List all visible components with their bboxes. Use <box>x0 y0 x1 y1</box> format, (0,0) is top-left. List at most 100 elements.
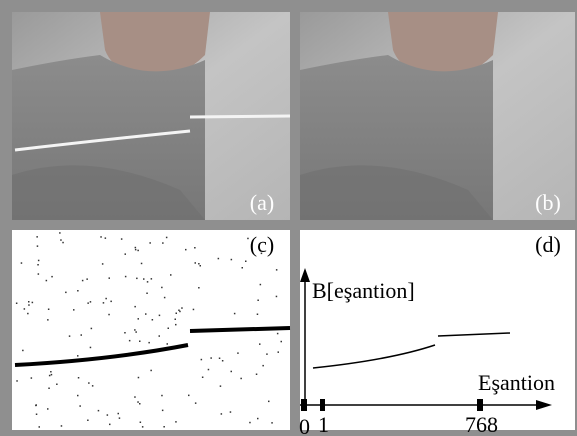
noise-dot <box>185 249 187 251</box>
noise-dot <box>48 388 50 390</box>
noise-dot <box>16 380 18 382</box>
tick <box>477 399 483 411</box>
noise-dot <box>266 353 268 355</box>
noise-dot <box>257 314 259 316</box>
noise-dot <box>168 328 170 330</box>
panel-label: (c) <box>250 232 274 257</box>
noise-dot <box>148 342 150 344</box>
noise-dot <box>60 239 62 241</box>
noise-dot <box>69 335 71 337</box>
noise-dot <box>77 355 79 357</box>
x-axis-label: Eşantion <box>478 370 555 395</box>
noise-dot <box>47 319 49 321</box>
noise-dot <box>257 300 259 302</box>
noise-dot <box>82 280 84 282</box>
noise-dot <box>178 310 180 312</box>
noise-dot <box>210 357 212 359</box>
noise-dot <box>139 403 141 405</box>
noise-dot <box>92 385 94 387</box>
photo-b <box>300 12 575 220</box>
noise-dot <box>135 249 137 251</box>
noise-dot <box>162 410 164 412</box>
noise-dot <box>105 298 107 300</box>
noise-dot <box>138 377 140 379</box>
noise-dot <box>105 237 107 239</box>
noise-dot <box>28 301 30 303</box>
noise-dot <box>281 341 283 343</box>
noise-dot <box>145 313 147 315</box>
y-axis-label: B[eşantion] <box>312 278 415 303</box>
noise-dot <box>259 343 261 345</box>
noise-dot <box>102 263 104 265</box>
noise-dot <box>37 245 39 247</box>
photo-a <box>12 12 290 220</box>
noise-dot <box>134 306 136 308</box>
noise-dot <box>200 265 202 267</box>
noise-dot <box>39 426 41 428</box>
noise-dot <box>27 313 29 315</box>
noise-dot <box>166 237 168 239</box>
noise-dot <box>175 421 177 423</box>
tick-label: 1 <box>318 412 329 436</box>
noise-dot <box>110 301 112 303</box>
noise-dot <box>161 287 163 289</box>
noise-dot <box>61 425 63 427</box>
noise-dot <box>230 411 232 413</box>
noise-dot <box>147 281 149 283</box>
noise-dot <box>152 319 154 321</box>
noise-dot <box>175 324 177 326</box>
noise-dot <box>125 276 127 278</box>
noise-dot <box>271 422 273 424</box>
noise-dot <box>135 331 137 333</box>
noise-dot <box>219 358 221 360</box>
noise-dot <box>136 278 138 280</box>
noise-dot <box>129 340 131 342</box>
noise-dot <box>175 319 177 321</box>
noise-dot <box>237 352 239 354</box>
noise-dot <box>50 371 52 373</box>
noise-dot <box>38 260 40 262</box>
noise-dot <box>62 242 64 244</box>
noise-dot <box>140 422 142 424</box>
noise-dot <box>124 332 126 334</box>
noise-dot <box>278 351 280 353</box>
noise-dot <box>65 292 67 294</box>
noise-dot <box>48 309 50 311</box>
noise-dot <box>87 302 89 304</box>
noise-dot <box>181 307 183 309</box>
noise-dot <box>138 318 140 320</box>
noise-dot <box>242 267 244 269</box>
noise-dot <box>150 370 152 372</box>
noise-dot <box>81 334 83 336</box>
noise-dot <box>100 236 102 238</box>
noise-dot <box>201 359 203 361</box>
noise-dot <box>118 413 120 415</box>
noise-dot <box>77 290 79 292</box>
noise-dot <box>234 313 236 315</box>
panel-label: (b) <box>535 190 561 215</box>
noise-dot <box>141 263 143 265</box>
tick-label: 768 <box>465 412 498 436</box>
noise-dot <box>245 261 247 263</box>
noise-dot <box>109 277 111 279</box>
noise-dot <box>194 247 196 249</box>
panel-label: (d) <box>535 232 561 257</box>
noise-dot <box>268 401 270 403</box>
noise-dot <box>90 347 92 349</box>
noise-dot <box>188 395 190 397</box>
noise-dot <box>77 395 79 397</box>
noise-dot <box>79 405 81 407</box>
tick-label: 0 <box>299 414 310 436</box>
noise-dot <box>231 259 233 261</box>
noise-dot <box>164 297 166 299</box>
noise-dot <box>37 264 39 266</box>
noise-dot <box>257 418 259 420</box>
noise-dot <box>31 377 32 379</box>
noise-dot <box>221 413 223 415</box>
noise-dot <box>21 262 23 264</box>
noise-dot <box>47 408 49 410</box>
tick <box>320 399 325 411</box>
noise-dot <box>56 384 58 386</box>
noise-dot <box>137 250 139 252</box>
noise-dot <box>277 333 279 335</box>
